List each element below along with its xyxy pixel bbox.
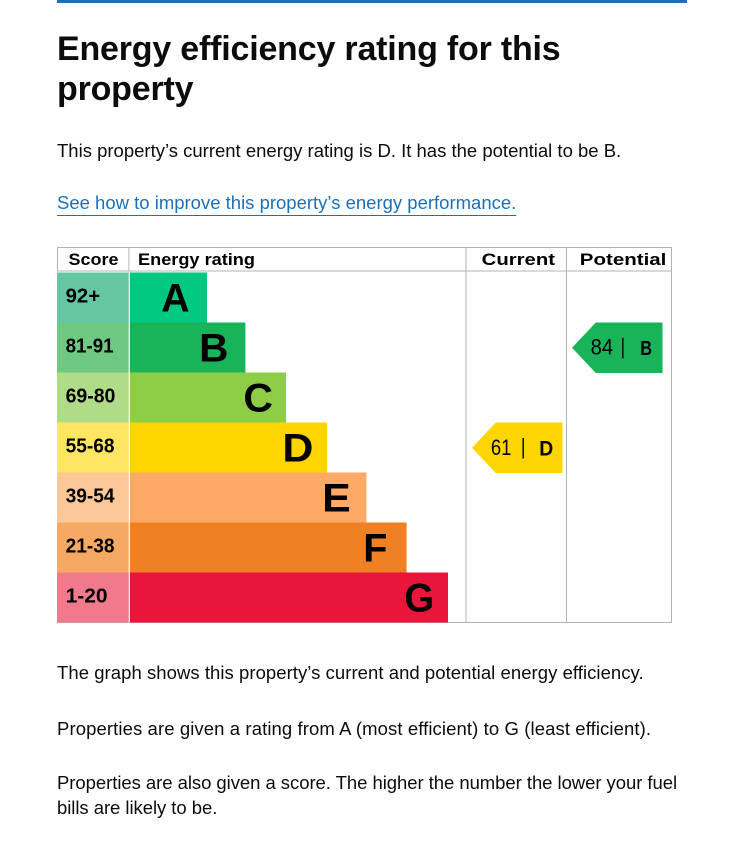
svg-text:G: G (404, 577, 434, 621)
svg-text:Potential: Potential (580, 250, 667, 269)
svg-text:84: 84 (591, 335, 614, 360)
svg-text:Current: Current (482, 250, 556, 269)
svg-text:B: B (199, 327, 228, 371)
svg-text:E: E (322, 477, 351, 521)
svg-text:C: C (243, 377, 273, 421)
svg-text:69-80: 69-80 (66, 386, 116, 408)
svg-text:A: A (161, 277, 189, 321)
svg-text:D: D (282, 427, 313, 471)
svg-text:81-91: 81-91 (66, 336, 114, 358)
svg-text:B: B (640, 337, 652, 360)
svg-text:61: 61 (491, 435, 512, 460)
svg-text:D: D (539, 437, 553, 460)
svg-text:21-38: 21-38 (66, 536, 115, 558)
svg-text:1-20: 1-20 (66, 586, 108, 608)
svg-text:Energy rating: Energy rating (138, 250, 255, 269)
svg-text:Score: Score (69, 250, 119, 269)
svg-text:F: F (363, 527, 387, 571)
svg-text:92+: 92+ (66, 286, 101, 308)
svg-text:55-68: 55-68 (66, 436, 115, 458)
svg-text:39-54: 39-54 (66, 486, 116, 508)
